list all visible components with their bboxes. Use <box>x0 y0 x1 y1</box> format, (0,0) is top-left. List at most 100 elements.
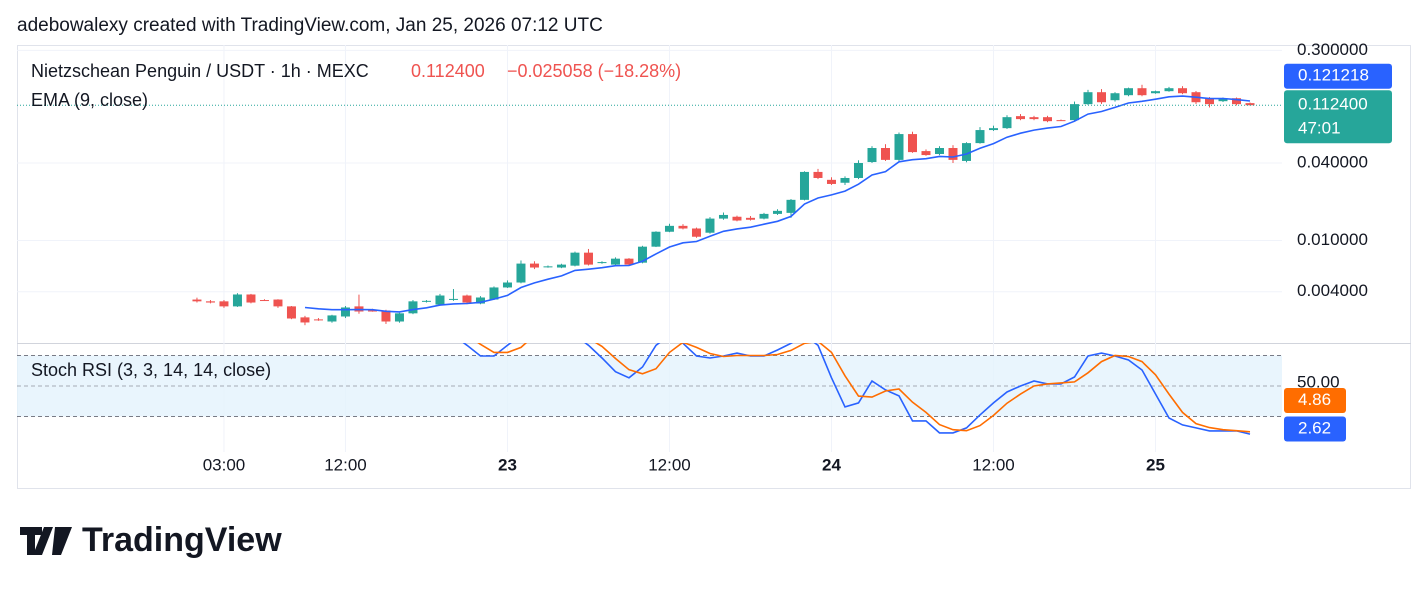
candle-body <box>1029 117 1039 120</box>
candle-body <box>1069 104 1079 121</box>
candle-body <box>1164 88 1174 92</box>
candle-body <box>219 301 229 307</box>
stoch-line <box>462 343 1251 435</box>
logo-text: TradingView <box>82 521 282 559</box>
candle-body <box>1123 88 1133 96</box>
candle-body <box>1056 120 1066 122</box>
x-tick-label: 23 <box>498 455 517 474</box>
candle-body <box>894 134 904 160</box>
y-tick-label: 0.040000 <box>1297 152 1368 171</box>
candle-body <box>273 299 283 307</box>
chart-frame <box>17 45 1411 489</box>
candle-body <box>1110 93 1120 101</box>
logo-icon <box>20 527 72 555</box>
candle-body <box>448 298 458 300</box>
stoch-pane <box>17 343 1282 435</box>
candle-body <box>948 148 958 160</box>
candle-body <box>435 295 445 305</box>
candle-body <box>975 130 985 144</box>
candle-body <box>745 217 755 220</box>
candle-body <box>394 313 404 322</box>
candle-body <box>1151 91 1160 94</box>
candle-body <box>232 294 242 307</box>
candle-body <box>475 297 485 304</box>
candle-body <box>421 300 431 302</box>
candle-body <box>813 171 823 178</box>
candle-body <box>502 282 512 288</box>
ema-badge <box>1284 63 1392 89</box>
candle-body <box>880 148 890 160</box>
x-tick-label: 12:00 <box>972 455 1015 474</box>
candle-body <box>921 151 931 156</box>
candle-body <box>489 287 499 300</box>
candle-body <box>840 177 850 183</box>
candle-body <box>826 179 836 184</box>
stoch-badge <box>1284 388 1346 413</box>
x-tick-label: 24 <box>822 455 841 474</box>
candle-body <box>664 225 674 232</box>
candle-body <box>637 246 647 263</box>
candle-body <box>1218 98 1228 102</box>
candle-body <box>313 319 323 321</box>
candle-body <box>1042 117 1052 122</box>
candle-body <box>759 213 769 219</box>
ema-legend: EMA (9, close) <box>31 90 148 110</box>
candle-body <box>678 225 688 229</box>
candle-body <box>597 262 607 264</box>
candle-body <box>1178 88 1188 94</box>
candle-body <box>570 252 580 266</box>
candle-body <box>988 128 998 131</box>
plot-layer: 03:00 12:00 23 12:00 24 12:00 25 0.300000 0.0400… <box>17 40 1392 474</box>
candle-body <box>1245 103 1255 106</box>
candle-body <box>286 306 296 319</box>
stoch-legend: Stoch RSI (3, 3, 14, 14, close) <box>31 360 271 380</box>
ema-line <box>304 95 1251 313</box>
candle-body <box>1002 117 1012 129</box>
price-badge-countdown: 47:01 <box>1298 119 1341 138</box>
candles <box>192 84 1255 326</box>
x-tick-label: 25 <box>1146 455 1165 474</box>
candle-body <box>340 307 350 317</box>
candle-body <box>1083 92 1093 105</box>
candle-body <box>205 301 215 303</box>
y2-tick-label: 50.00 <box>1297 372 1340 391</box>
x-tick-label: 12:00 <box>324 455 367 474</box>
candle-body <box>529 263 539 268</box>
candle-body <box>799 171 809 200</box>
candle-body <box>610 258 620 265</box>
last-price: 0.112400 <box>411 61 485 81</box>
symbol-title: Nietzschean Penguin / USDT · 1h · MEXC <box>31 61 369 81</box>
candle-body <box>907 134 917 153</box>
candle-body <box>853 163 863 178</box>
candle-body <box>327 315 337 322</box>
candle-body <box>259 300 269 302</box>
candle-body <box>543 266 553 268</box>
price-badge-value: 0.112400 <box>1298 95 1368 114</box>
candle-body <box>786 199 796 213</box>
y-tick-label: 0.004000 <box>1297 281 1368 300</box>
candle-body <box>408 301 418 314</box>
candle-body <box>934 148 944 154</box>
candle-body <box>462 295 472 303</box>
candle-body <box>651 231 661 247</box>
candle-body <box>1205 98 1215 105</box>
x-tick-label: 03:00 <box>203 455 246 474</box>
candle-body <box>1096 92 1106 103</box>
candle-body <box>772 210 782 214</box>
price-change: −0.025058 (−18.28%) <box>507 61 681 81</box>
candle-body <box>556 264 566 268</box>
candle-body <box>705 218 715 233</box>
x-tick-label: 12:00 <box>648 455 691 474</box>
candle-body <box>381 310 391 322</box>
stoch-badge-value: 2.62 <box>1298 418 1331 437</box>
candle-body <box>246 294 256 303</box>
stoch-line <box>477 343 1251 433</box>
candle-body <box>624 258 634 265</box>
logo: TradingView <box>20 521 282 559</box>
candle-body <box>583 252 593 265</box>
ema-badge-value: 0.121218 <box>1298 66 1369 85</box>
candle-body <box>192 299 202 302</box>
candle-body <box>961 143 971 161</box>
candle-body <box>300 317 310 323</box>
